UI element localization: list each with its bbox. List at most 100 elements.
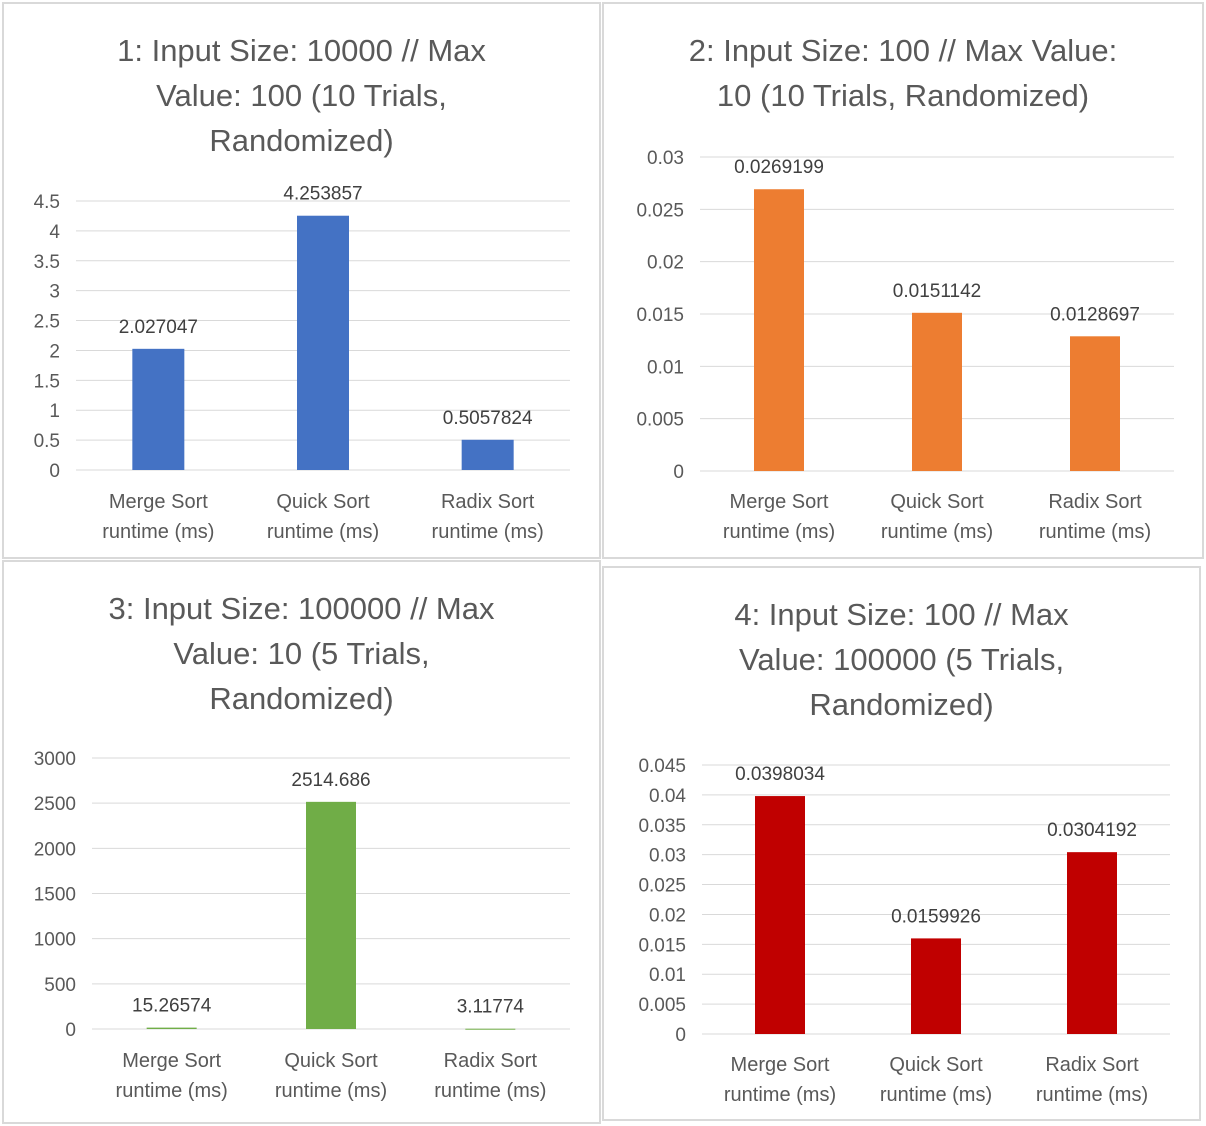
bar xyxy=(306,801,356,1029)
data-label: 3.11774 xyxy=(457,997,525,1018)
chart-title-line: 3: Input Size: 100000 // Max xyxy=(108,591,495,626)
chart-panel-4: 4: Input Size: 100 // Max Value: 100000 (… xyxy=(602,566,1201,1121)
bar xyxy=(132,348,185,470)
data-label: 4.253857 xyxy=(283,184,362,205)
y-tick-label: 0.02 xyxy=(649,905,686,926)
chart-title-line: Randomized) xyxy=(209,681,394,716)
bar xyxy=(755,796,805,1034)
y-tick-label: 2000 xyxy=(34,839,76,860)
x-category-label: runtime (ms) xyxy=(267,521,379,543)
bar-chart-3: 0 500 1000 1500 2000 2500 3000 15.26574 Merge So… xyxy=(34,749,570,1102)
y-tick-label: 0 xyxy=(49,461,60,482)
y-tick-label: 0.04 xyxy=(649,786,686,807)
data-label: 0.5057824 xyxy=(443,408,533,429)
y-tick-label: 0.025 xyxy=(638,876,686,897)
y-tick-label: 500 xyxy=(44,975,76,996)
x-category-label: Radix Sort xyxy=(441,491,535,513)
x-category-label: Quick Sort xyxy=(276,491,370,513)
bar xyxy=(297,215,349,470)
y-tick-label: 0.005 xyxy=(638,995,686,1016)
x-category-label: Merge Sort xyxy=(122,1050,221,1072)
y-tick-label: 0.02 xyxy=(647,253,684,274)
x-category-label: Radix Sort xyxy=(444,1050,538,1072)
y-tick-label: 1500 xyxy=(34,885,76,906)
chart-title-line: Randomized) xyxy=(209,123,394,158)
x-category-label: runtime (ms) xyxy=(880,1084,992,1106)
y-tick-label: 3 xyxy=(49,282,60,303)
x-category-label: Merge Sort xyxy=(730,491,829,513)
data-label: 0.0269199 xyxy=(734,157,824,178)
x-category-label: runtime (ms) xyxy=(116,1080,228,1102)
x-category-label: Quick Sort xyxy=(284,1050,378,1072)
data-label: 2.027047 xyxy=(119,317,198,338)
chart-title-line: 2: Input Size: 100 // Max Value: xyxy=(688,33,1118,68)
y-tick-label: 0 xyxy=(65,1020,76,1041)
bar-chart-1: 0 0.5 1 1.5 2 2.5 3 3.5 4 4.5 2.027047 Merge Sort ru… xyxy=(34,184,570,543)
y-tick-label: 0.025 xyxy=(636,200,684,221)
chart-title-line: Value: 100 (10 Trials, xyxy=(156,78,447,113)
y-tick-label: 0 xyxy=(675,1025,686,1046)
bar-chart-2: 0 0.005 0.01 0.015 0.02 0.025 0.03 0.0269199 Mer… xyxy=(636,148,1174,543)
chart-title-line: Randomized) xyxy=(809,687,994,722)
data-label: 15.26574 xyxy=(132,996,212,1017)
y-tick-label: 3000 xyxy=(34,749,76,770)
x-category-label: runtime (ms) xyxy=(881,521,993,543)
chart-title: 3: Input Size: 100000 // Max Value: 10 (5… xyxy=(4,586,599,721)
chart-title: 4: Input Size: 100 // Max Value: 100000 (… xyxy=(604,592,1199,727)
x-category-label: Quick Sort xyxy=(889,1054,983,1076)
bar xyxy=(911,938,961,1034)
bar xyxy=(465,1028,516,1030)
x-category-label: runtime (ms) xyxy=(1036,1084,1148,1106)
data-label: 0.0398034 xyxy=(735,764,825,785)
data-label: 0.0304192 xyxy=(1047,820,1137,841)
chart-title: 2: Input Size: 100 // Max Value: 10 (10 T… xyxy=(604,28,1202,118)
y-tick-label: 1 xyxy=(49,401,60,422)
bar-chart-4: 0 0.005 0.01 0.015 0.02 0.025 0.03 0.035 0.04 0.0… xyxy=(638,756,1170,1106)
x-category-label: runtime (ms) xyxy=(275,1080,387,1102)
x-category-label: runtime (ms) xyxy=(434,1080,546,1102)
x-category-label: Radix Sort xyxy=(1048,491,1142,513)
y-tick-label: 0.03 xyxy=(647,148,684,169)
y-tick-label: 3.5 xyxy=(34,252,60,273)
y-tick-label: 0.01 xyxy=(649,965,686,986)
chart-title-line: Value: 10 (5 Trials, xyxy=(173,636,430,671)
data-label: 0.0128697 xyxy=(1050,304,1140,325)
bar xyxy=(1070,336,1120,471)
y-tick-label: 0.03 xyxy=(649,846,686,867)
y-tick-label: 2500 xyxy=(34,794,76,815)
y-tick-label: 1000 xyxy=(34,930,76,951)
y-tick-label: 0.01 xyxy=(647,357,684,378)
chart-title-line: 4: Input Size: 100 // Max xyxy=(734,597,1069,632)
chart-title-line: 10 (10 Trials, Randomized) xyxy=(716,78,1090,113)
bar xyxy=(146,1027,197,1029)
chart-panel-3: 3: Input Size: 100000 // Max Value: 10 (5… xyxy=(2,560,601,1124)
y-tick-label: 4 xyxy=(49,222,60,243)
y-tick-label: 0.5 xyxy=(34,431,60,452)
x-category-label: runtime (ms) xyxy=(102,521,214,543)
x-category-label: Merge Sort xyxy=(731,1054,830,1076)
chart-panel-1: 1: Input Size: 10000 // Max Value: 100 (1… xyxy=(2,2,601,559)
y-tick-label: 2.5 xyxy=(34,312,60,333)
y-tick-label: 1.5 xyxy=(34,371,60,392)
bar xyxy=(461,439,514,470)
chart-title: 1: Input Size: 10000 // Max Value: 100 (1… xyxy=(4,28,599,163)
y-tick-label: 2 xyxy=(49,341,60,362)
y-tick-label: 0.045 xyxy=(638,756,686,777)
bar xyxy=(754,189,804,471)
chart-title-line: Value: 100000 (5 Trials, xyxy=(738,642,1065,677)
data-label: 0.0151142 xyxy=(893,281,981,302)
chart-title-line: 1: Input Size: 10000 // Max xyxy=(117,33,486,68)
x-category-label: runtime (ms) xyxy=(723,521,835,543)
x-category-label: runtime (ms) xyxy=(724,1084,836,1106)
x-category-label: Radix Sort xyxy=(1045,1054,1139,1076)
x-category-label: Quick Sort xyxy=(890,491,984,513)
x-category-label: runtime (ms) xyxy=(432,521,544,543)
y-tick-label: 4.5 xyxy=(34,192,60,213)
y-tick-label: 0.035 xyxy=(638,816,686,837)
y-tick-label: 0.015 xyxy=(638,935,686,956)
x-category-label: runtime (ms) xyxy=(1039,521,1151,543)
y-tick-label: 0.015 xyxy=(636,305,684,326)
data-label: 2514.686 xyxy=(291,770,370,791)
bar xyxy=(1067,852,1117,1034)
y-tick-label: 0 xyxy=(673,462,684,483)
